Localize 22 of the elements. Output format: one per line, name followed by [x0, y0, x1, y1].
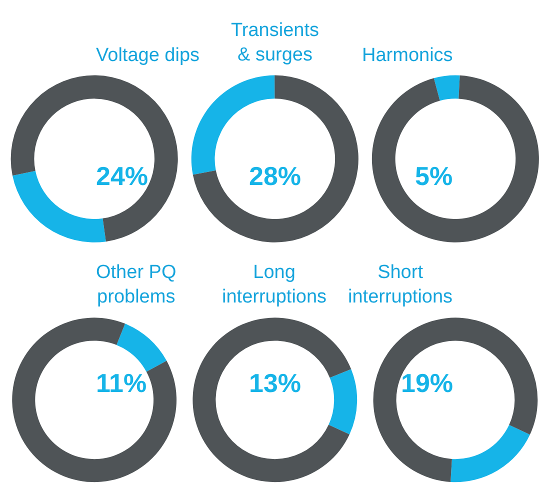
donut-slice	[328, 369, 358, 434]
chart-title: Harmonics	[362, 45, 453, 66]
donut-slice	[116, 324, 167, 372]
text: 5%	[415, 161, 453, 191]
text: 11%	[96, 368, 147, 398]
donut-slice	[450, 424, 530, 482]
donut-slice	[373, 318, 538, 482]
text: 19%	[401, 368, 454, 398]
donut-slice	[434, 75, 460, 101]
text: 28%	[249, 161, 302, 191]
text: 24%	[96, 161, 148, 191]
chart-title: Short interruptions	[348, 262, 453, 308]
donut-slice	[192, 318, 352, 482]
donut-slice	[10, 75, 178, 242]
chart-title: Transients & surges	[231, 20, 319, 66]
chart-title: Other PQ problems	[96, 262, 176, 308]
chart-title: Voltage dips	[96, 45, 200, 66]
donut-slice	[372, 75, 539, 242]
donut-slice	[12, 318, 177, 482]
text: 13%	[249, 368, 302, 398]
donut-slice	[192, 75, 358, 242]
chart-title: Long interruptions	[222, 262, 327, 308]
